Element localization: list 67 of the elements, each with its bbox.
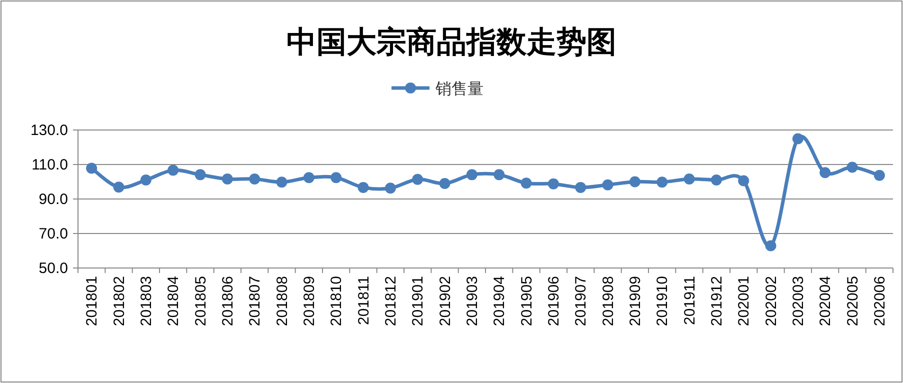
x-tick-label: 202004: [817, 276, 834, 326]
x-tick-label: 201908: [600, 276, 617, 326]
point: [602, 179, 614, 190]
point: [575, 182, 586, 193]
point: [384, 182, 396, 194]
y-tick-label: 130.0: [30, 122, 68, 139]
point: [548, 178, 559, 190]
y-tick-label: 50.0: [38, 260, 68, 277]
point: [140, 174, 152, 186]
x-tick-label: 202003: [790, 276, 807, 326]
chart-title: 中国大宗商品指数走势图: [286, 25, 616, 59]
x-tick-label: 201907: [572, 276, 590, 326]
x-tick-label: 201807: [246, 276, 264, 326]
x-tick-label: 202001: [736, 276, 753, 326]
x-tick-label: 201806: [219, 276, 236, 326]
point: [656, 176, 668, 188]
x-tick-label: 201906: [545, 276, 562, 326]
point: [820, 167, 831, 178]
point: [303, 172, 314, 184]
point: [113, 182, 124, 193]
point: [494, 169, 505, 180]
point: [710, 174, 722, 186]
point: [439, 178, 450, 189]
x-tick-label: 201910: [654, 276, 672, 326]
x-tick-label: 201904: [491, 276, 508, 326]
x-tick-label: 202005: [844, 276, 862, 326]
x-tick-label: 201805: [192, 276, 210, 326]
point: [86, 162, 98, 174]
x-tick-label: 201911: [681, 276, 698, 325]
x-tick-label: 201801: [84, 276, 101, 326]
point: [738, 175, 750, 186]
point: [684, 173, 695, 184]
point: [520, 178, 532, 189]
point: [765, 240, 776, 252]
point: [412, 174, 424, 185]
point: [330, 172, 342, 184]
point: [792, 133, 804, 144]
x-tick-label: 202006: [871, 276, 888, 326]
point: [194, 169, 206, 180]
x-tick-label: 201902: [436, 276, 454, 326]
x-tick-label: 202002: [762, 276, 780, 326]
x-tick-label: 201903: [464, 276, 481, 326]
x-tick-label: 201804: [165, 276, 182, 326]
x-tick-label: 201803: [138, 276, 155, 326]
point: [222, 173, 233, 184]
x-tick-label: 201905: [518, 276, 536, 326]
point: [629, 176, 640, 188]
x-tick-label: 201808: [274, 276, 291, 326]
legend-label: 销售量: [434, 81, 484, 98]
y-tick-label: 70.0: [38, 226, 68, 242]
x-tick-label: 201912: [708, 276, 726, 326]
y-tick-label: 110.0: [32, 156, 68, 174]
point: [358, 182, 369, 193]
point: [276, 176, 288, 188]
x-tick-label: 201811: [355, 276, 372, 325]
x-tick-label: 201802: [110, 276, 128, 326]
x-tick-label: 201809: [300, 276, 318, 326]
point: [846, 162, 858, 173]
x-tick-label: 201901: [410, 276, 427, 326]
x-tick-label: 201810: [328, 276, 346, 326]
point: [249, 173, 260, 184]
x-tick-label: 201909: [626, 276, 644, 326]
point: [168, 164, 179, 176]
point: [466, 169, 478, 180]
point: [874, 170, 885, 181]
y-tick-label: 90.0: [38, 191, 68, 208]
x-tick-label: 201812: [382, 276, 400, 326]
